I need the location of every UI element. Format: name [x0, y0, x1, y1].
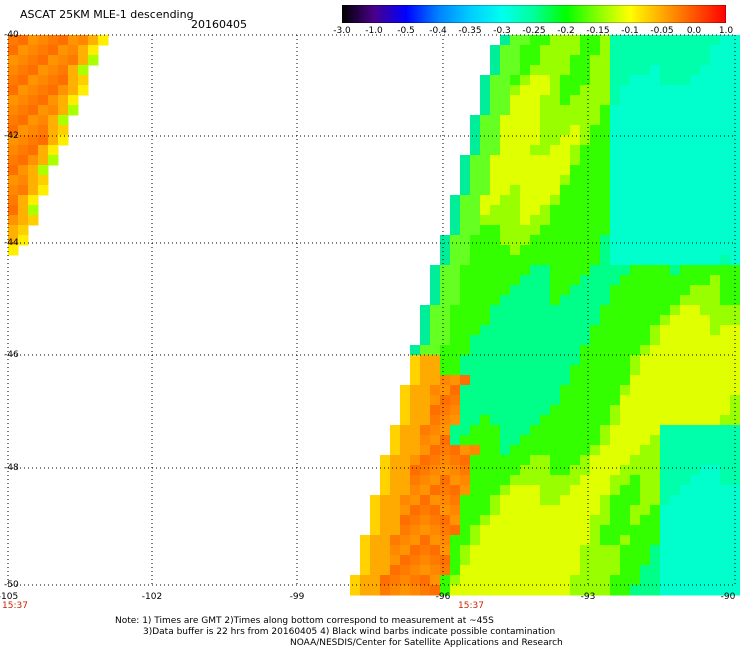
- colorbar-label: 0.0: [686, 26, 702, 36]
- colorbar-label: -0.5: [397, 26, 415, 36]
- colorbar-label: -0.1: [621, 26, 639, 36]
- longitude-label: -96: [435, 592, 451, 602]
- note-line-1: Note: 1) Times are GMT 2)Times along bot…: [115, 616, 494, 626]
- colorbar-label: -0.4: [429, 26, 447, 36]
- latitude-label: -50: [4, 580, 19, 590]
- longitude-label: -93: [580, 592, 596, 602]
- latitude-label: -46: [4, 350, 19, 360]
- colorbar-label: -0.15: [586, 26, 610, 36]
- colorbar-label: 1.0: [718, 26, 734, 36]
- longitude-label: -99: [289, 592, 305, 602]
- colorbar-label: -0.35: [458, 26, 482, 36]
- latitude-label: -44: [4, 238, 19, 248]
- map-date: 20160405: [191, 18, 247, 31]
- swath-time-label: 15:37: [2, 601, 28, 611]
- colorbar-label: -0.3: [493, 26, 511, 36]
- colorbar-label: -0.25: [522, 26, 546, 36]
- latitude-label: -48: [4, 463, 19, 473]
- note-line-3: NOAA/NESDIS/Center for Satellite Applica…: [290, 638, 563, 648]
- swath-time-label: 15:37: [458, 601, 484, 611]
- map-title: ASCAT 25KM MLE-1 descending: [20, 8, 194, 21]
- longitude-label: -90: [720, 592, 736, 602]
- colorbar: [342, 5, 726, 23]
- swath-main: [350, 35, 740, 596]
- swath-left: [8, 35, 109, 256]
- latitude-label: -40: [4, 30, 19, 40]
- longitude-label: -102: [141, 592, 163, 602]
- latitude-label: -42: [4, 131, 19, 141]
- note-line-2: 3)Data buffer is 22 hrs from 20160405 4)…: [143, 627, 556, 637]
- colorbar-label: -0.05: [650, 26, 674, 36]
- colorbar-label: -3.0: [333, 26, 351, 36]
- colorbar-label: -0.2: [557, 26, 575, 36]
- colorbar-label: -1.0: [365, 26, 383, 36]
- longitude-label: -105: [0, 592, 19, 602]
